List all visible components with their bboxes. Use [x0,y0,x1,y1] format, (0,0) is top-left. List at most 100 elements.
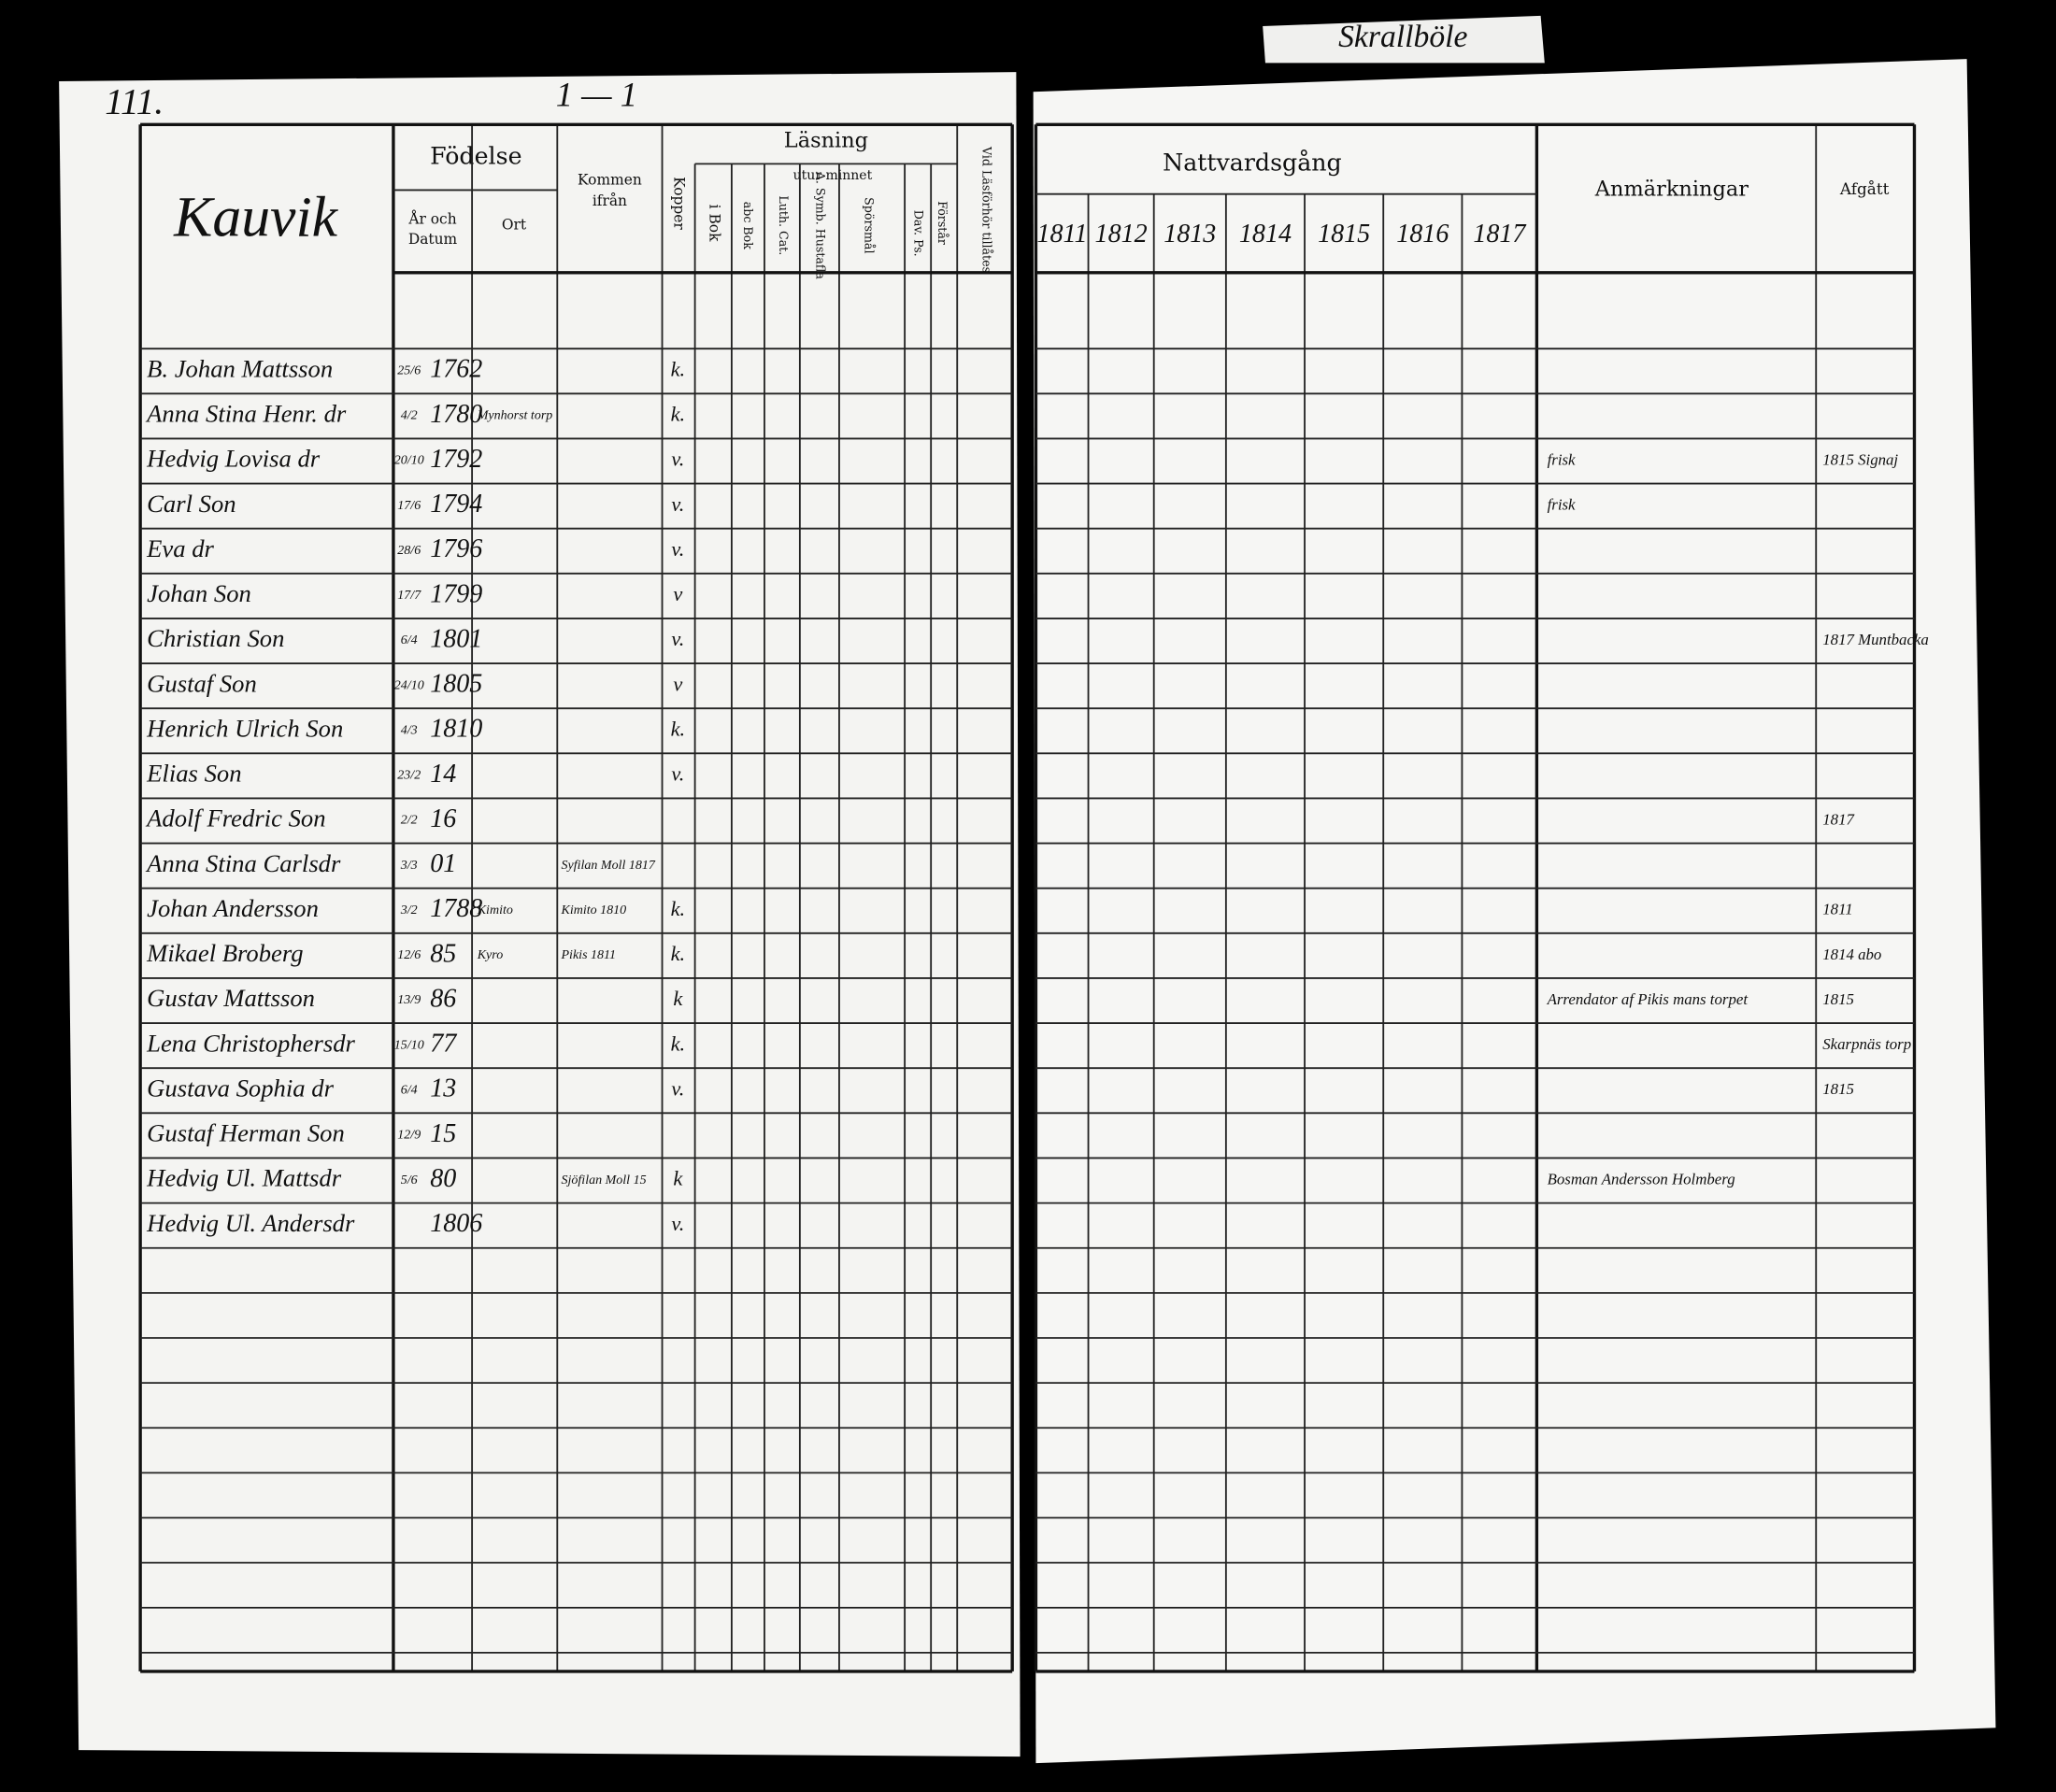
kopper: v. [671,627,684,650]
person-name: Anna Stina Henr. dr [145,400,347,428]
birth-day-month: 24/10 [394,677,424,692]
header: Spörsmål [862,197,876,253]
person-name: Elias Son [146,760,241,788]
came-from: Pikis 1811 [561,947,617,962]
birth-day-month: 12/6 [397,947,421,962]
person-name: Hedvig Ul. Mattsdr [146,1164,342,1192]
header: Dav. Ps. [912,210,926,257]
header: Ort [502,216,527,233]
birth-day-month: 3/2 [400,903,418,917]
person-name: B. Johan Mattsson [147,354,333,382]
kopper: k [673,987,683,1010]
tab-label: Skrallböle [1338,20,1467,54]
kopper: v [673,582,682,605]
birth-day-month: 2/2 [401,813,418,828]
kopper: k. [671,717,686,740]
came-from: Kimito 1810 [561,903,627,917]
birth-year: 1806 [430,1209,482,1238]
birth-day-month: 4/2 [401,408,418,423]
remark: frisk [1548,450,1576,468]
top-mark: 1 — 1 [556,77,637,114]
birth-day-month: 15/10 [394,1037,424,1052]
kopper: v. [671,537,684,561]
person-name: Carl Son [147,490,236,518]
birth-day-month: 25/6 [397,363,421,377]
birth-day-month: 5/6 [401,1173,418,1188]
departed: Skarpnäs torp [1822,1035,1911,1053]
birth-year: 1796 [430,534,482,563]
year-header: 1813 [1164,220,1216,249]
birth-year: 1805 [430,670,482,699]
header: Luth. Cat. [777,195,791,255]
birth-day-month: 3/3 [400,858,418,873]
tab [1263,15,1545,64]
kopper: k. [671,897,686,920]
kopper: v. [671,492,684,516]
person-name: Gustav Mattsson [147,984,315,1012]
birth-year: 13 [430,1074,456,1103]
birth-year: 1762 [430,355,482,384]
header: i Bok [706,205,722,242]
header: Datum [408,231,458,248]
person-name: Henrich Ulrich Son [146,714,343,742]
kopper: v. [671,1076,684,1100]
person-name: Johan Andersson [147,894,319,922]
header: Kommen [578,172,642,189]
birth-place: Mynhorst torp [477,408,553,423]
departed: 1815 Signaj [1822,450,1898,468]
header: abc Bok [741,202,755,250]
departed: 1815 [1822,990,1854,1008]
kopper: v. [671,448,684,471]
birth-year: 1788 [430,894,482,923]
came-from: Syfilan Moll 1817 [562,858,656,873]
birth-day-month: 20/10 [394,453,424,468]
birth-day-month: 6/4 [401,1083,418,1098]
header: Förstår [935,201,949,246]
kopper: k. [671,1031,686,1055]
person-name: Adolf Fredric Son [145,804,325,832]
person-name: Christian Son [147,624,284,652]
person-name: Hedvig Ul. Andersdr [146,1209,355,1237]
remark: Arrendator af Pikis mans torpet [1547,990,1749,1008]
departed: 1811 [1822,901,1852,918]
header: Nattvardsgång [1163,148,1342,176]
person-name: Mikael Broberg [146,939,303,967]
birth-day-month: 23/2 [397,768,421,783]
birth-year: 1810 [430,715,482,744]
birth-day-month: 17/7 [397,588,421,603]
kopper: v. [671,762,684,786]
header: A. Symb. Hustafla [813,171,827,280]
person-name: Johan Son [147,579,251,607]
header: Läsning [784,129,868,153]
year-header: 1817 [1473,220,1526,249]
birth-day-month: 17/6 [397,498,421,513]
kopper: v [673,672,682,695]
departed: 1814 abo [1822,946,1881,963]
birth-year: 01 [430,849,456,878]
birth-day-month: 6/4 [401,633,418,647]
birth-day-month: 4/3 [401,723,418,738]
header: År och [407,211,456,228]
birth-year: 77 [430,1030,457,1059]
birth-year: 1794 [430,490,482,519]
birth-year: 80 [430,1164,456,1193]
birth-year: 15 [430,1119,456,1148]
kopper: k. [671,403,686,426]
person-name: Lena Christophersdr [146,1029,355,1057]
year-header: 1816 [1396,220,1449,249]
person-name: Hedvig Lovisa dr [146,445,321,473]
grid [138,122,1917,1673]
year-header: 1814 [1239,220,1292,249]
header: Kopper [670,177,687,230]
came-from: Sjöfilan Moll 15 [562,1173,647,1188]
birth-year: 86 [430,984,456,1013]
person-name: Gustava Sophia dr [147,1074,334,1102]
header: utur minnet [793,168,873,183]
header: Vid Läsförhör tillåtes [980,146,994,273]
page-number: 111. [105,81,164,121]
remark: Bosman Andersson Holmberg [1548,1170,1735,1188]
birth-year: 1799 [430,579,482,608]
person-name: Gustaf Herman Son [147,1119,345,1147]
birth-year: 85 [430,939,456,968]
